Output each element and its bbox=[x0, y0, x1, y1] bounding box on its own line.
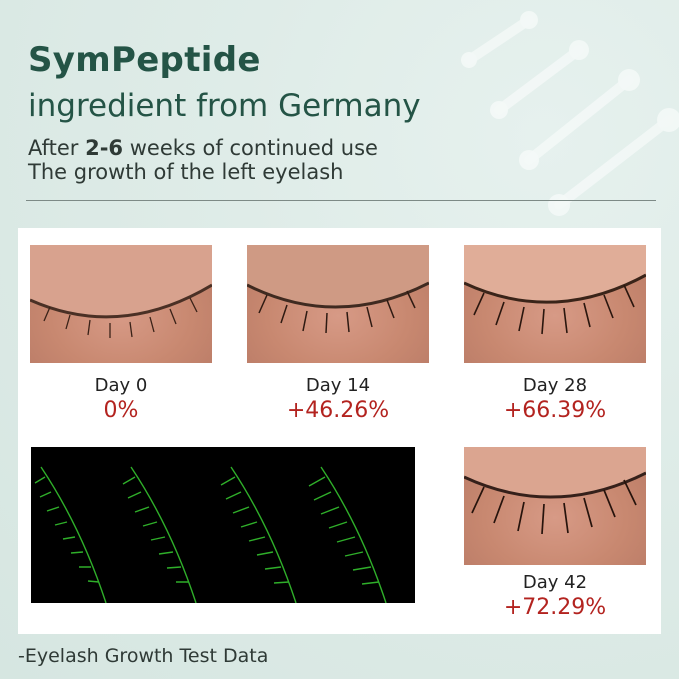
footer-caption: -Eyelash Growth Test Data bbox=[18, 645, 269, 667]
day-label: Day 0 bbox=[94, 375, 148, 396]
result-day-14: Day 14 +46.26% bbox=[238, 375, 438, 423]
page-title: SymPeptide bbox=[28, 40, 261, 80]
increase-value: 0% bbox=[103, 398, 139, 423]
day-label: Day 14 bbox=[305, 375, 371, 396]
increase-value: +72.29% bbox=[503, 595, 607, 620]
result-day-28: Day 28 +66.39% bbox=[455, 375, 655, 423]
usage-duration-text: After 2-6 weeks of continued use bbox=[28, 136, 378, 160]
growth-description: The growth of the left eyelash bbox=[28, 160, 344, 184]
usage-prefix: After bbox=[28, 136, 86, 160]
usage-suffix: weeks of continued use bbox=[123, 136, 378, 160]
increase-value: +66.39% bbox=[503, 398, 607, 423]
eye-photo-day-42 bbox=[464, 447, 646, 565]
result-day-0: Day 0 0% bbox=[21, 375, 221, 423]
increase-value: +46.26% bbox=[286, 398, 390, 423]
day-label: Day 28 bbox=[522, 375, 588, 396]
eye-photo-day-28 bbox=[464, 245, 646, 363]
eye-photo-day-0 bbox=[30, 245, 212, 363]
page-subtitle: ingredient from Germany bbox=[28, 88, 421, 124]
dna-helix-background bbox=[461, 11, 679, 216]
usage-weeks: 2-6 bbox=[85, 136, 124, 160]
divider bbox=[26, 200, 656, 201]
lash-scan-image bbox=[31, 447, 415, 603]
eye-photo-day-14 bbox=[247, 245, 429, 363]
day-label: Day 42 bbox=[522, 572, 588, 593]
result-day-42: Day 42 +72.29% bbox=[455, 572, 655, 620]
